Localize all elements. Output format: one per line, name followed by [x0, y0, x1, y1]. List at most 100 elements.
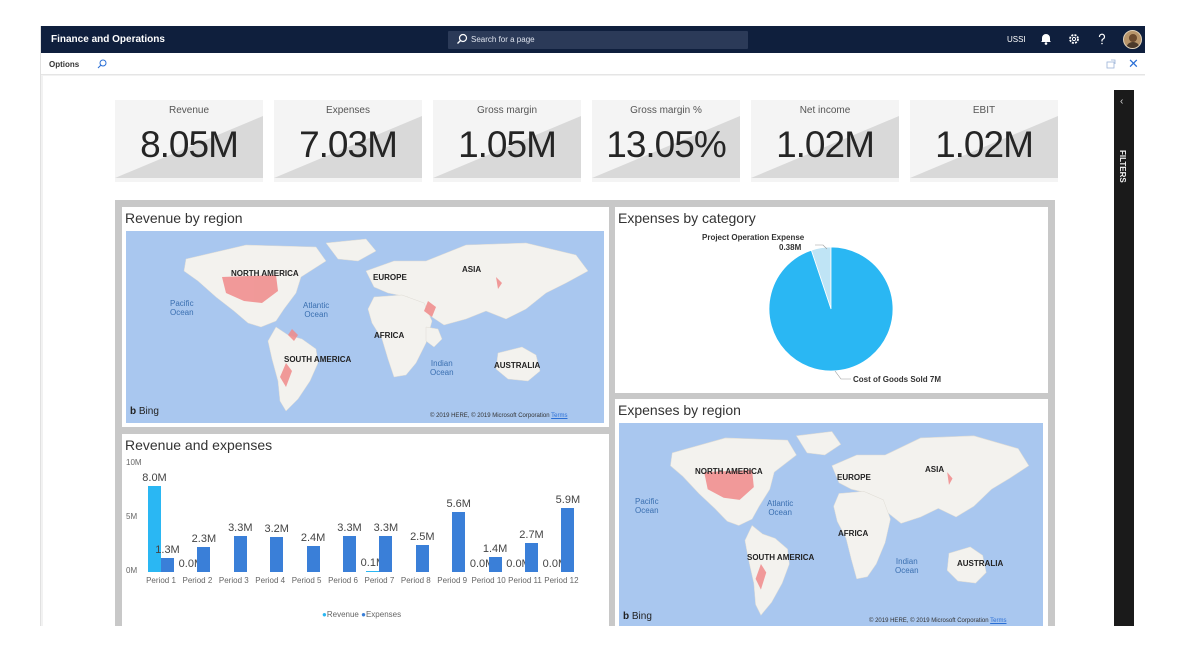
notification-icon[interactable] — [1039, 32, 1053, 46]
kpi-card[interactable]: Gross margin 1.05M — [433, 100, 581, 182]
x-tick-label: Period 3 — [218, 576, 249, 585]
kpi-card[interactable]: Gross margin % 13.05% — [592, 100, 740, 182]
data-label: 5.6M — [446, 497, 471, 510]
search-icon[interactable] — [96, 58, 108, 70]
data-label: 2.4M — [300, 532, 326, 545]
map-label-indian: Indian Ocean — [895, 557, 919, 575]
dashboard-content: Revenue 8.05M Expenses 7.03M Gross margin 1.0… — [43, 76, 1145, 626]
pie-label-cogs: Cost of Goods Sold 7M — [853, 375, 941, 384]
close-icon[interactable]: ✕ — [1128, 56, 1139, 71]
top-navbar: Finance and Operations Search for a page… — [41, 26, 1145, 53]
map-label-pacific: Pacific Ocean — [170, 299, 194, 317]
world-map-graphic — [183, 238, 589, 412]
kpi-card[interactable]: EBIT 1.02M — [910, 100, 1058, 182]
map-copyright: © 2019 HERE, © 2019 Microsoft Corporatio… — [430, 413, 568, 419]
bar-expenses[interactable] — [561, 508, 575, 572]
pie-value-project-operation: 0.38M — [779, 243, 802, 252]
bar-expenses[interactable] — [525, 542, 538, 572]
expenses-pie-chart[interactable] — [615, 207, 1048, 393]
search-input[interactable]: Search for a page — [448, 31, 748, 49]
avatar[interactable] — [1123, 30, 1142, 49]
pie-label-project-operation: Project Operation Expense — [702, 233, 805, 242]
map-label-pacific: Pacific Ocean — [635, 497, 659, 515]
bar-revenue[interactable] — [148, 485, 161, 572]
kpi-value: 13.05% — [606, 124, 727, 165]
y-tick-label: 10M — [126, 458, 142, 467]
revenue-and-expenses-tile[interactable]: Revenue and expenses 10M 5M 0M 8.0M 1.3M Peri… — [122, 434, 609, 626]
data-label: 3.2M — [264, 523, 289, 536]
map-label-africa: AFRICA — [838, 529, 869, 538]
bar-expenses[interactable] — [233, 536, 247, 572]
gear-icon[interactable] — [1067, 32, 1081, 46]
map-label-north-america: NORTH AMERICA — [231, 269, 299, 278]
bar-expenses[interactable] — [343, 536, 356, 572]
map-label-atlantic: Atlantic Ocean — [767, 499, 794, 517]
pie-slice[interactable] — [768, 246, 894, 372]
map-label-europe: EUROPE — [373, 273, 407, 282]
tile-title: Expenses by category — [618, 210, 756, 226]
kpi-value: 7.03M — [299, 124, 398, 165]
options-bar: Options ✕ — [41, 53, 1145, 75]
expenses-map[interactable]: NORTH AMERICA EUROPE ASIA AFRICA SOUTH A… — [619, 423, 1043, 626]
tile-title: Expenses by region — [618, 402, 741, 418]
bar-expenses[interactable] — [452, 511, 466, 572]
app-title[interactable]: Finance and Operations — [51, 34, 165, 45]
options-button[interactable]: Options — [49, 60, 80, 69]
help-icon[interactable] — [1095, 32, 1109, 46]
data-label: 0.0M — [542, 558, 568, 570]
revenue-by-region-tile[interactable]: Revenue by region — [122, 207, 609, 427]
kpi-label: Net income — [799, 105, 851, 116]
chevron-left-icon[interactable]: ‹ — [1120, 96, 1124, 107]
search-placeholder: Search for a page — [471, 35, 535, 44]
expenses-by-category-tile[interactable]: Expenses by category Project Operation E… — [615, 207, 1048, 393]
search-icon — [457, 33, 468, 44]
data-label: 0.0M — [178, 558, 204, 570]
bar-expenses[interactable] — [197, 547, 211, 572]
data-label: 2.3M — [191, 533, 217, 546]
app-window: Finance and Operations Search for a page… — [40, 26, 1145, 626]
bar-expenses[interactable] — [415, 545, 429, 572]
dashboard-panel: Revenue by region — [115, 200, 1055, 626]
x-tick-label: Period 2 — [182, 576, 213, 585]
expenses-by-region-tile[interactable]: Expenses by region — [615, 399, 1048, 626]
data-label: 1.3M — [155, 543, 180, 556]
revenue-map[interactable]: NORTH AMERICA EUROPE ASIA AFRICA SOUTH A… — [126, 231, 604, 423]
company-picker[interactable]: USSI — [1007, 35, 1026, 44]
bar-expenses[interactable] — [488, 556, 502, 572]
bar-expenses[interactable] — [306, 546, 320, 572]
y-tick-label: 0M — [126, 566, 138, 575]
kpi-card[interactable]: Revenue 8.05M — [115, 100, 263, 182]
bar-expenses[interactable] — [161, 557, 174, 572]
x-tick-label: Period 9 — [437, 576, 468, 585]
map-label-atlantic: Atlantic Ocean — [303, 301, 330, 319]
filters-pane[interactable]: ‹ FILTERS — [1114, 90, 1134, 626]
data-label: 2.7M — [519, 528, 544, 541]
map-label-south-america: SOUTH AMERICA — [284, 355, 352, 364]
terms-link[interactable]: Terms — [990, 618, 1007, 624]
kpi-value: 1.02M — [776, 124, 875, 165]
kpi-label: Revenue — [168, 105, 210, 116]
bar-expenses[interactable] — [379, 536, 393, 572]
kpi-card[interactable]: Net income 1.02M — [751, 100, 899, 182]
kpi-label: Expenses — [326, 105, 370, 116]
bar-revenue[interactable] — [366, 570, 380, 572]
x-tick-label: Period 12 — [544, 576, 579, 585]
legend-expenses: Expenses — [365, 610, 402, 619]
open-new-window-icon[interactable] — [1105, 58, 1117, 70]
map-label-north-america: NORTH AMERICA — [695, 467, 763, 476]
map-label-indian: Indian Ocean — [430, 359, 454, 377]
kpi-value: 8.05M — [140, 124, 239, 165]
kpi-label: Gross margin — [476, 105, 537, 116]
kpi-card[interactable]: Expenses 7.03M — [274, 100, 422, 182]
terms-link[interactable]: Terms — [551, 413, 568, 419]
map-label-africa: AFRICA — [374, 331, 405, 340]
data-label: 0.0M — [506, 558, 531, 570]
data-label: 1.4M — [482, 542, 508, 555]
tile-title: Revenue by region — [125, 210, 243, 226]
bar-expenses[interactable] — [270, 537, 284, 572]
data-label: 0.1M — [360, 556, 386, 569]
map-label-europe: EUROPE — [837, 473, 871, 482]
legend-revenue: Revenue — [326, 610, 359, 619]
map-copyright: © 2019 HERE, © 2019 Microsoft Corporatio… — [869, 618, 1007, 624]
